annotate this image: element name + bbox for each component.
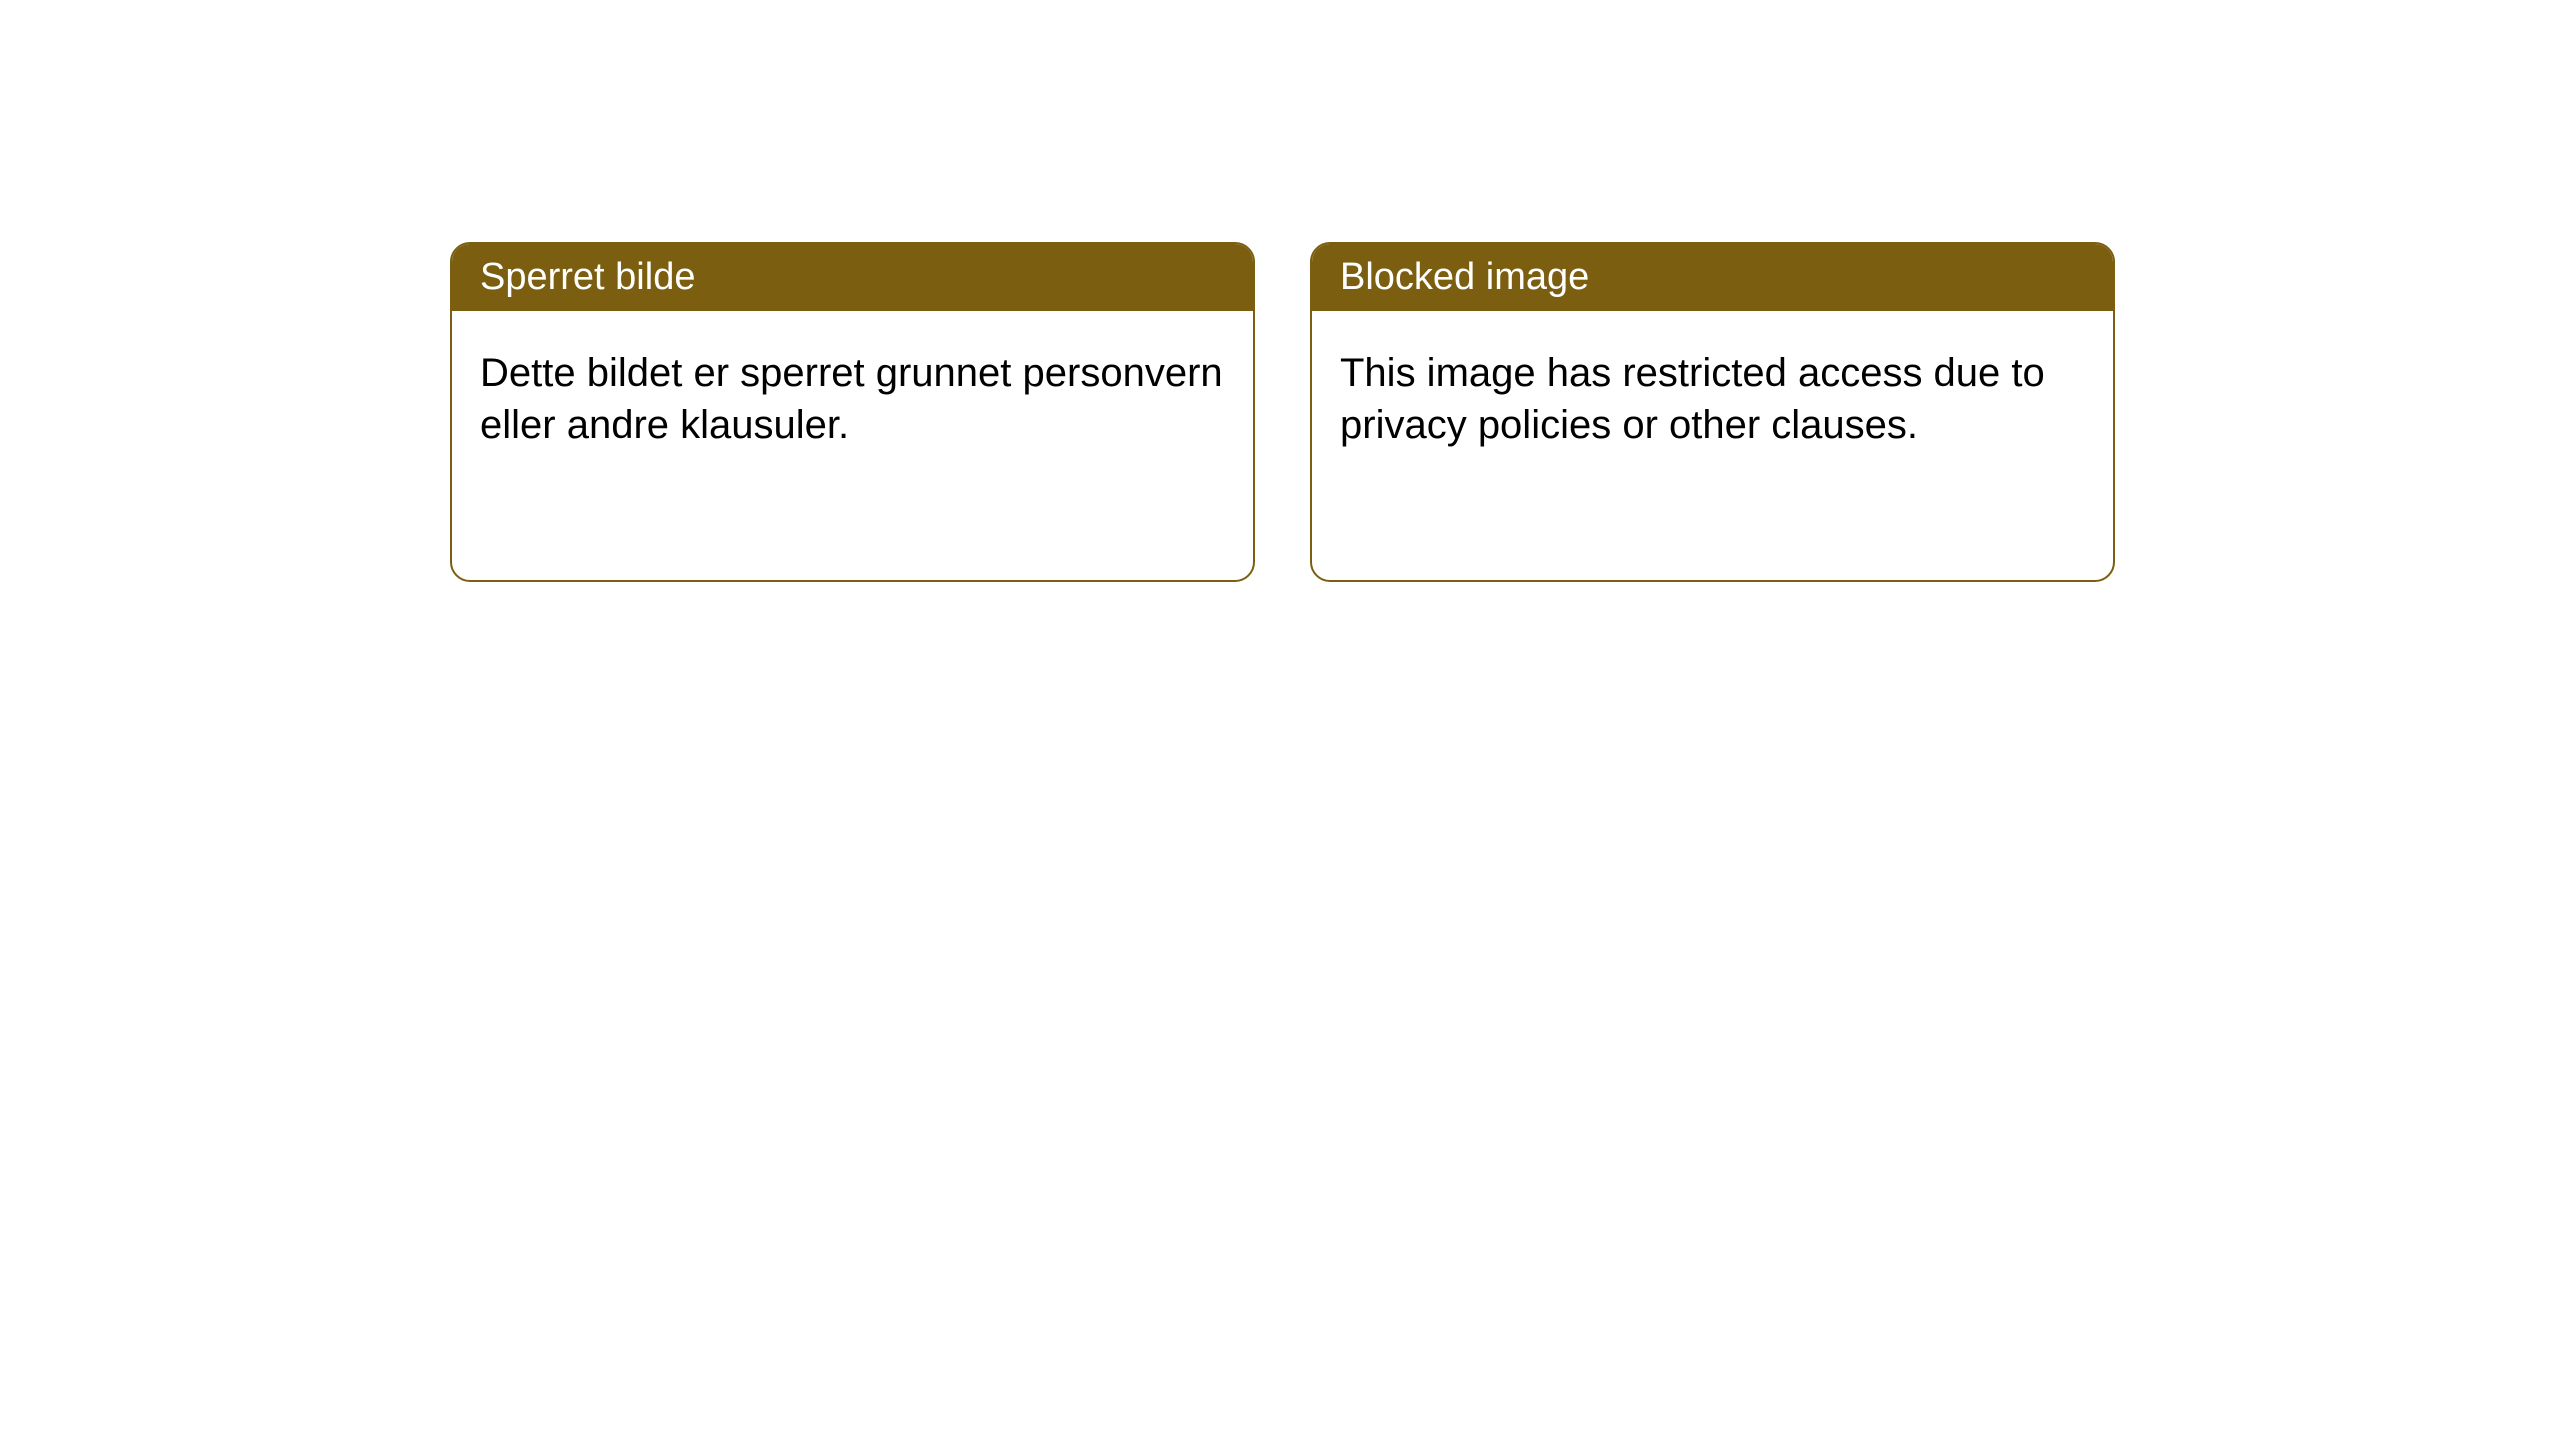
cards-container: Sperret bilde Dette bildet er sperret gr… [450,242,2115,582]
card-header-norwegian: Sperret bilde [452,244,1253,311]
card-body-english: This image has restricted access due to … [1312,311,2113,487]
card-header-english: Blocked image [1312,244,2113,311]
card-norwegian: Sperret bilde Dette bildet er sperret gr… [450,242,1255,582]
card-title-norwegian: Sperret bilde [480,256,695,298]
card-body-norwegian: Dette bildet er sperret grunnet personve… [452,311,1253,487]
card-text-norwegian: Dette bildet er sperret grunnet personve… [480,351,1223,447]
card-english: Blocked image This image has restricted … [1310,242,2115,582]
card-title-english: Blocked image [1340,256,1589,298]
card-text-english: This image has restricted access due to … [1340,351,2045,447]
